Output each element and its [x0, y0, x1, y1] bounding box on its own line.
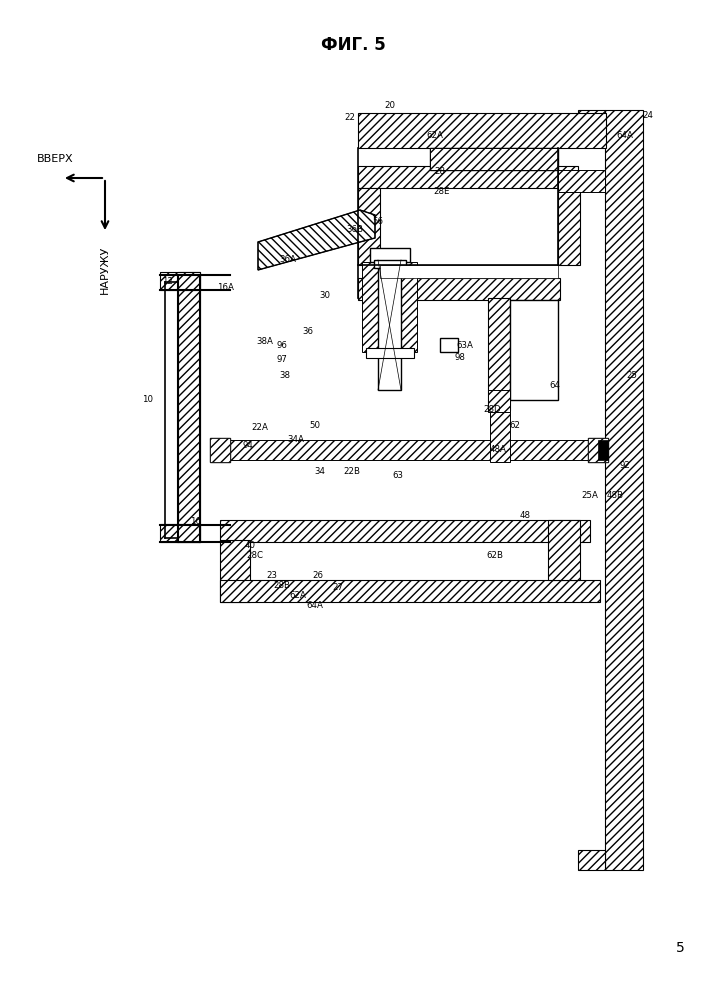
- Bar: [362, 262, 417, 352]
- Bar: [358, 166, 578, 188]
- Bar: [598, 440, 608, 460]
- Bar: [558, 188, 580, 265]
- Text: 22: 22: [344, 113, 356, 122]
- Text: 25A: 25A: [582, 490, 598, 499]
- Bar: [160, 524, 200, 542]
- Bar: [430, 148, 558, 170]
- Text: 34: 34: [315, 468, 325, 477]
- Text: 63A: 63A: [457, 340, 474, 350]
- Text: 30: 30: [320, 290, 330, 300]
- Text: 5: 5: [676, 941, 684, 955]
- Bar: [220, 540, 250, 602]
- Text: 62A: 62A: [426, 130, 443, 139]
- Text: 64: 64: [549, 380, 561, 389]
- Text: 63: 63: [392, 471, 404, 480]
- Text: 22B: 22B: [344, 468, 361, 477]
- Text: 34A: 34A: [288, 436, 305, 444]
- Bar: [220, 580, 600, 602]
- Bar: [510, 300, 558, 400]
- Bar: [178, 272, 200, 542]
- Text: 92: 92: [619, 460, 631, 470]
- Text: 38A: 38A: [257, 338, 274, 347]
- Text: 48A: 48A: [489, 446, 506, 454]
- Text: 64A: 64A: [617, 130, 633, 139]
- Text: 40: 40: [245, 540, 255, 550]
- Bar: [588, 438, 608, 462]
- Text: 62A: 62A: [290, 590, 306, 599]
- Text: 28: 28: [435, 167, 445, 176]
- Text: 28B: 28B: [274, 580, 291, 589]
- Text: 50: 50: [310, 420, 320, 430]
- Bar: [605, 110, 643, 870]
- Text: 23: 23: [267, 570, 278, 580]
- Text: 97: 97: [276, 356, 288, 364]
- Text: 16: 16: [190, 518, 201, 526]
- Text: 56: 56: [373, 218, 383, 227]
- Text: НАРУЖУ: НАРУЖУ: [100, 246, 110, 294]
- Bar: [578, 850, 605, 870]
- Text: ВВЕРХ: ВВЕРХ: [37, 154, 74, 164]
- Text: 36B: 36B: [346, 226, 363, 234]
- Text: 28C: 28C: [247, 550, 264, 560]
- Bar: [578, 110, 605, 145]
- Bar: [358, 188, 380, 265]
- Bar: [548, 520, 580, 580]
- Text: 36A: 36A: [279, 255, 296, 264]
- Bar: [210, 438, 230, 462]
- Text: 28E: 28E: [434, 188, 450, 196]
- Text: 20: 20: [385, 101, 395, 109]
- Text: 10: 10: [143, 395, 153, 404]
- Bar: [558, 170, 605, 192]
- Bar: [374, 260, 406, 268]
- Bar: [160, 272, 200, 290]
- Bar: [488, 298, 510, 410]
- Polygon shape: [258, 210, 375, 270]
- Text: 25: 25: [626, 370, 638, 379]
- Text: 48: 48: [520, 510, 530, 520]
- Bar: [358, 278, 560, 300]
- Bar: [380, 265, 558, 278]
- Text: 36: 36: [303, 328, 313, 336]
- Text: ФИГ. 5: ФИГ. 5: [321, 36, 385, 54]
- Bar: [358, 113, 606, 148]
- Text: 24: 24: [643, 110, 653, 119]
- Text: 48B: 48B: [607, 490, 624, 499]
- Text: 64A: 64A: [307, 600, 323, 609]
- Text: 27: 27: [332, 584, 344, 592]
- Bar: [366, 348, 414, 358]
- Bar: [228, 440, 590, 460]
- Text: 28D: 28D: [483, 406, 501, 414]
- Bar: [430, 148, 558, 170]
- Bar: [440, 338, 458, 352]
- Text: 38: 38: [279, 370, 291, 379]
- Bar: [490, 400, 510, 462]
- Text: 98: 98: [455, 354, 465, 362]
- Bar: [220, 520, 590, 542]
- Bar: [378, 260, 401, 390]
- Bar: [488, 390, 510, 412]
- Text: 62B: 62B: [486, 550, 503, 560]
- Bar: [370, 248, 410, 262]
- Text: 12: 12: [163, 277, 173, 286]
- Text: 22A: 22A: [252, 424, 269, 432]
- Text: 62: 62: [510, 420, 520, 430]
- Text: 16A: 16A: [216, 284, 233, 292]
- Bar: [588, 438, 608, 462]
- Text: 26: 26: [312, 570, 324, 580]
- Bar: [210, 438, 230, 462]
- Text: 94: 94: [243, 440, 253, 450]
- Text: 96: 96: [276, 340, 288, 350]
